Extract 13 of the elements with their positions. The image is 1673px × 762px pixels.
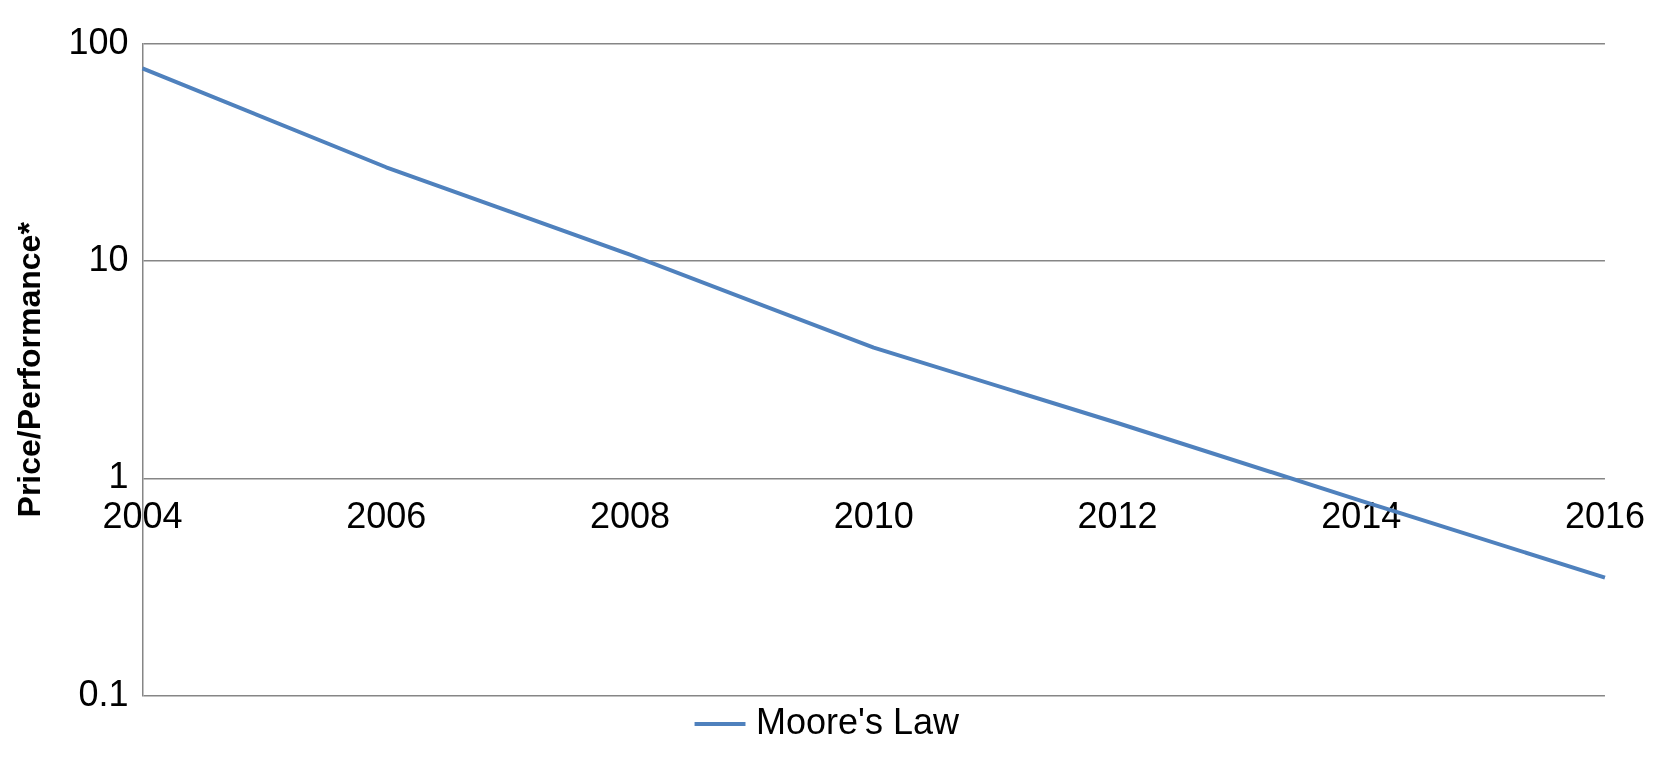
y-axis-title: Price/Performance*	[11, 221, 48, 518]
y-tick-label: 100	[68, 20, 129, 62]
x-tick-label: 2014	[1321, 495, 1402, 537]
y-tick-label: 0.1	[78, 672, 129, 714]
y-tick-label: 10	[88, 237, 129, 279]
x-tick-label: 2010	[833, 495, 914, 537]
legend-label: Moore's Law	[756, 700, 960, 742]
x-tick-label: 2004	[102, 495, 183, 537]
y-tick-label: 1	[108, 455, 129, 497]
x-tick-label: 2012	[1077, 495, 1158, 537]
x-tick-label: 2016	[1564, 495, 1645, 537]
x-tick-label: 2008	[589, 495, 671, 537]
x-tick-label: 2006	[346, 495, 427, 537]
